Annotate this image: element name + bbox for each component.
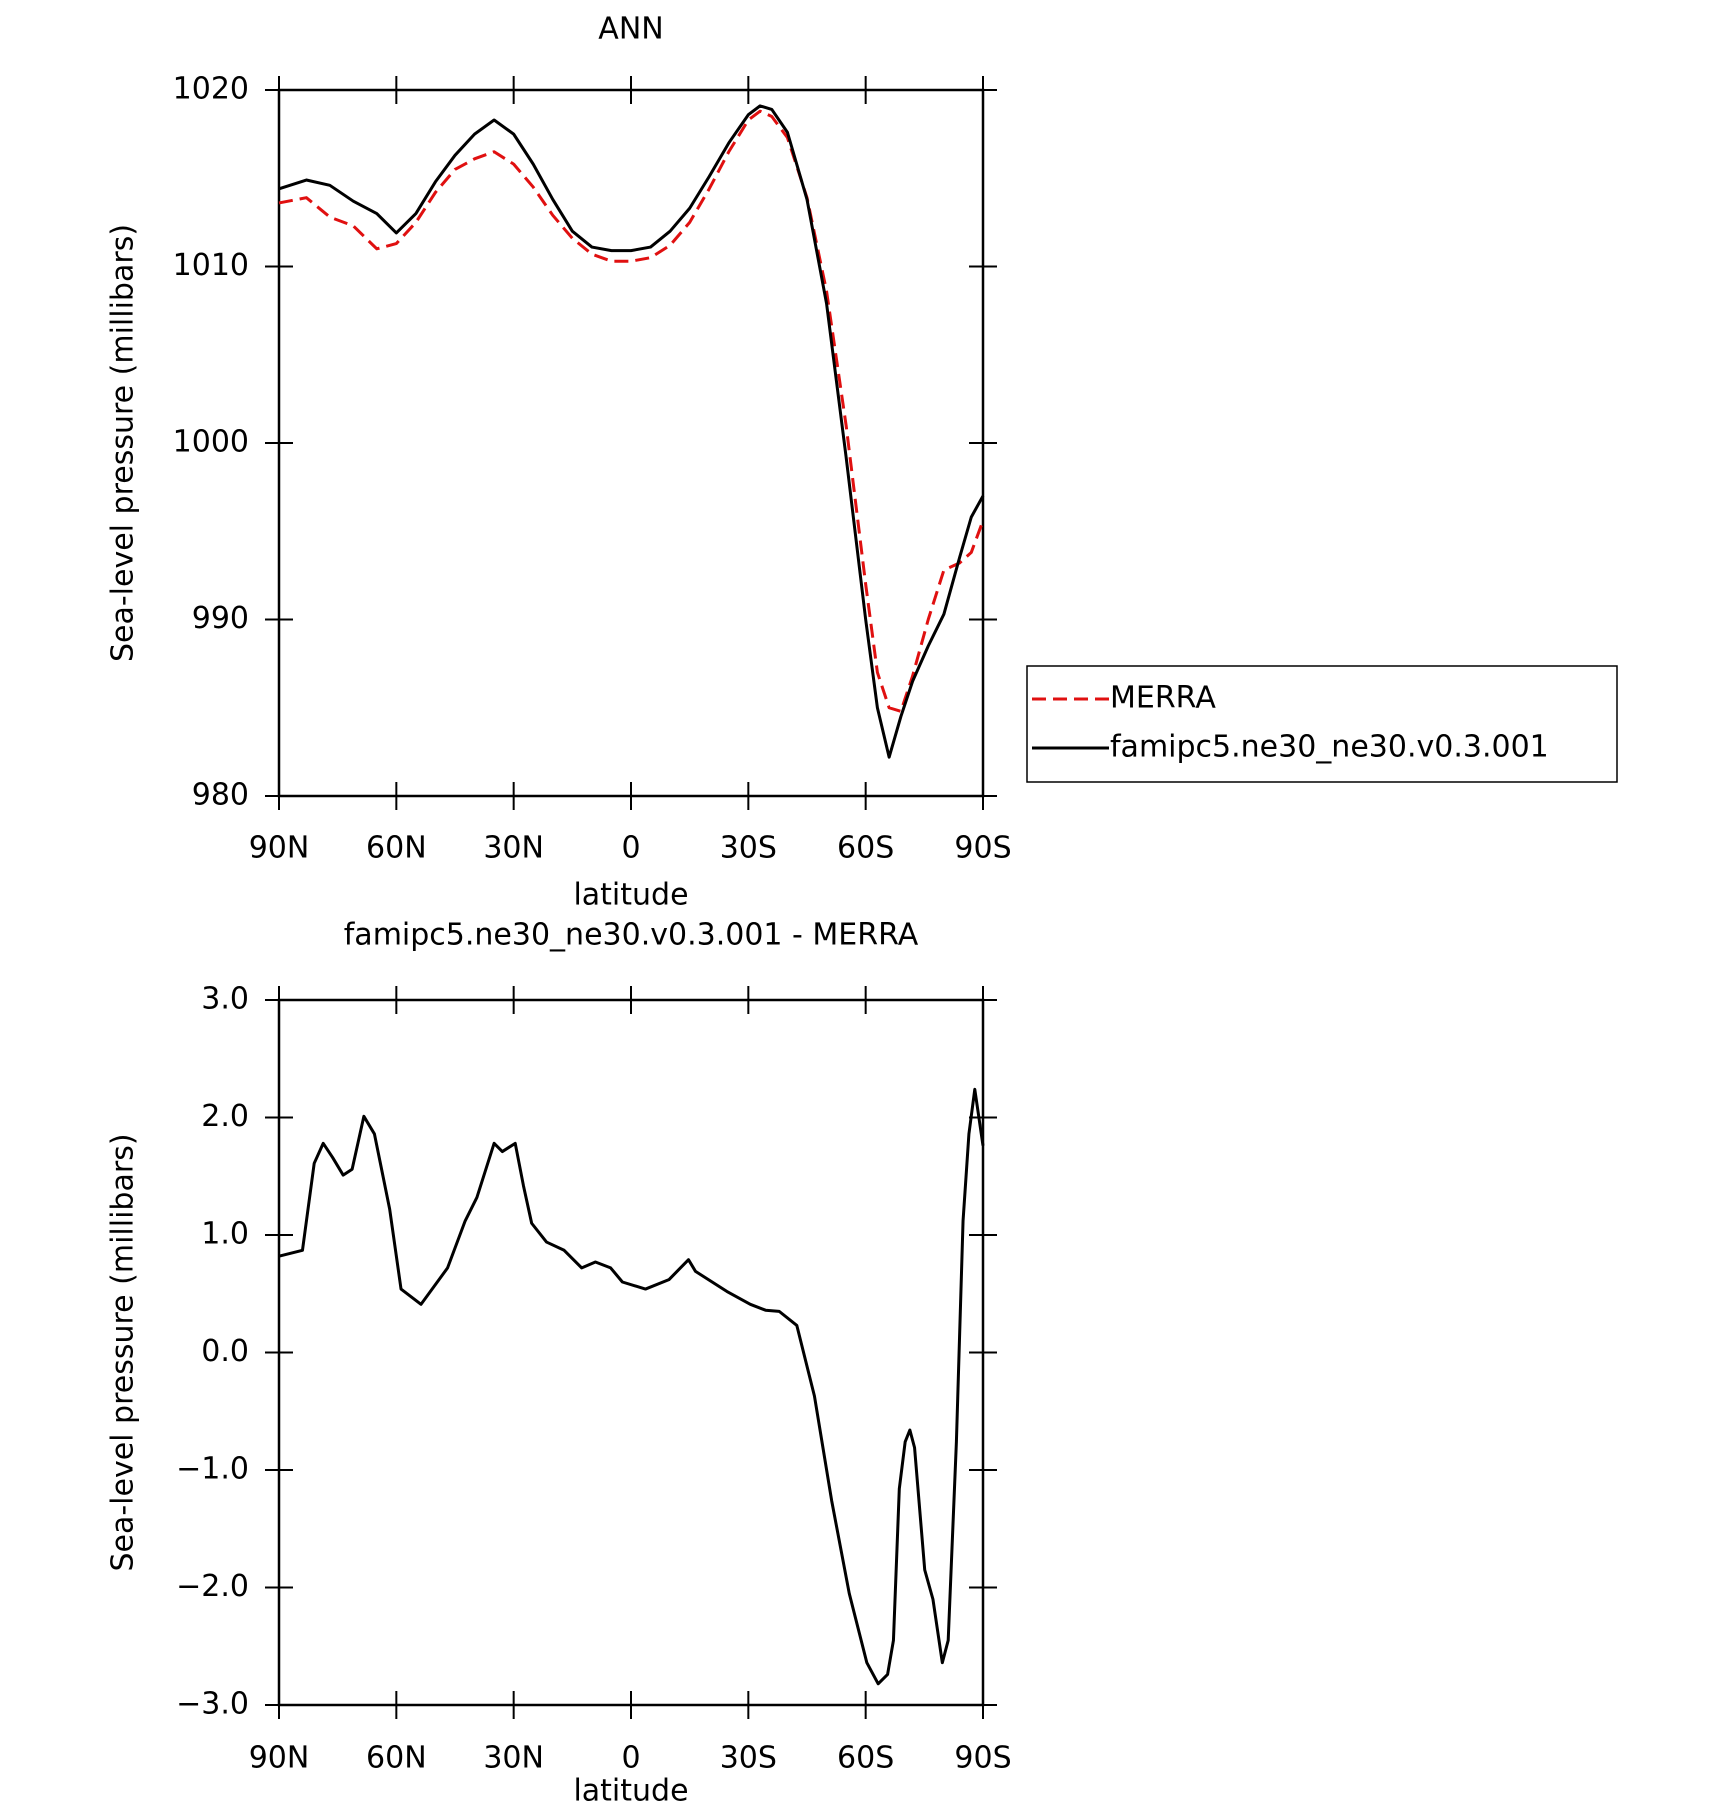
x-tick-label: 30S <box>720 1741 777 1776</box>
x-tick-label: 0 <box>621 831 640 866</box>
x-tick-label: 30N <box>483 831 544 866</box>
data-line <box>278 1087 985 1686</box>
y-tick-label: 2.0 <box>201 1099 249 1134</box>
plot-frame <box>277 88 985 798</box>
legend-label: famipc5.ne30_ne30.v0.3.001 <box>1110 730 1549 765</box>
x-tick-label: 90N <box>249 831 310 866</box>
x-axis-label: latitude <box>573 1774 688 1809</box>
y-tick-label: 980 <box>192 778 249 813</box>
x-tick-label: 30S <box>720 831 777 866</box>
x-tick-label: 60N <box>366 831 427 866</box>
legend-label: MERRA <box>1110 681 1216 716</box>
y-axis-label: Sea-level pressure (millibars) <box>106 224 141 662</box>
x-tick-label: 0 <box>621 1741 640 1776</box>
y-tick-label: −3.0 <box>176 1687 249 1722</box>
y-tick-label: 3.0 <box>201 982 249 1017</box>
legend-box <box>1026 665 1618 783</box>
chart-title: ANN <box>598 12 663 47</box>
x-tick-label: 60S <box>837 1741 894 1776</box>
data-line <box>278 104 985 759</box>
y-tick-label: 1020 <box>173 72 249 107</box>
y-tick-label: −1.0 <box>176 1452 249 1487</box>
x-axis-label: latitude <box>573 878 688 913</box>
plot-frame <box>277 998 985 1707</box>
y-axis-label: Sea-level pressure (millibars) <box>106 1133 141 1571</box>
data-line <box>278 109 985 713</box>
y-tick-label: 0.0 <box>201 1334 249 1369</box>
x-tick-label: 60N <box>366 1741 427 1776</box>
x-tick-label: 90S <box>954 1741 1011 1776</box>
y-tick-label: 1.0 <box>201 1217 249 1252</box>
x-tick-label: 90S <box>954 831 1011 866</box>
y-tick-label: 1000 <box>173 425 249 460</box>
x-tick-label: 30N <box>483 1741 544 1776</box>
chart-title: famipc5.ne30_ne30.v0.3.001 - MERRA <box>344 918 919 953</box>
x-tick-label: 60S <box>837 831 894 866</box>
y-tick-label: −2.0 <box>176 1569 249 1604</box>
y-tick-label: 990 <box>192 601 249 636</box>
x-tick-label: 90N <box>249 1741 310 1776</box>
y-tick-label: 1010 <box>173 248 249 283</box>
